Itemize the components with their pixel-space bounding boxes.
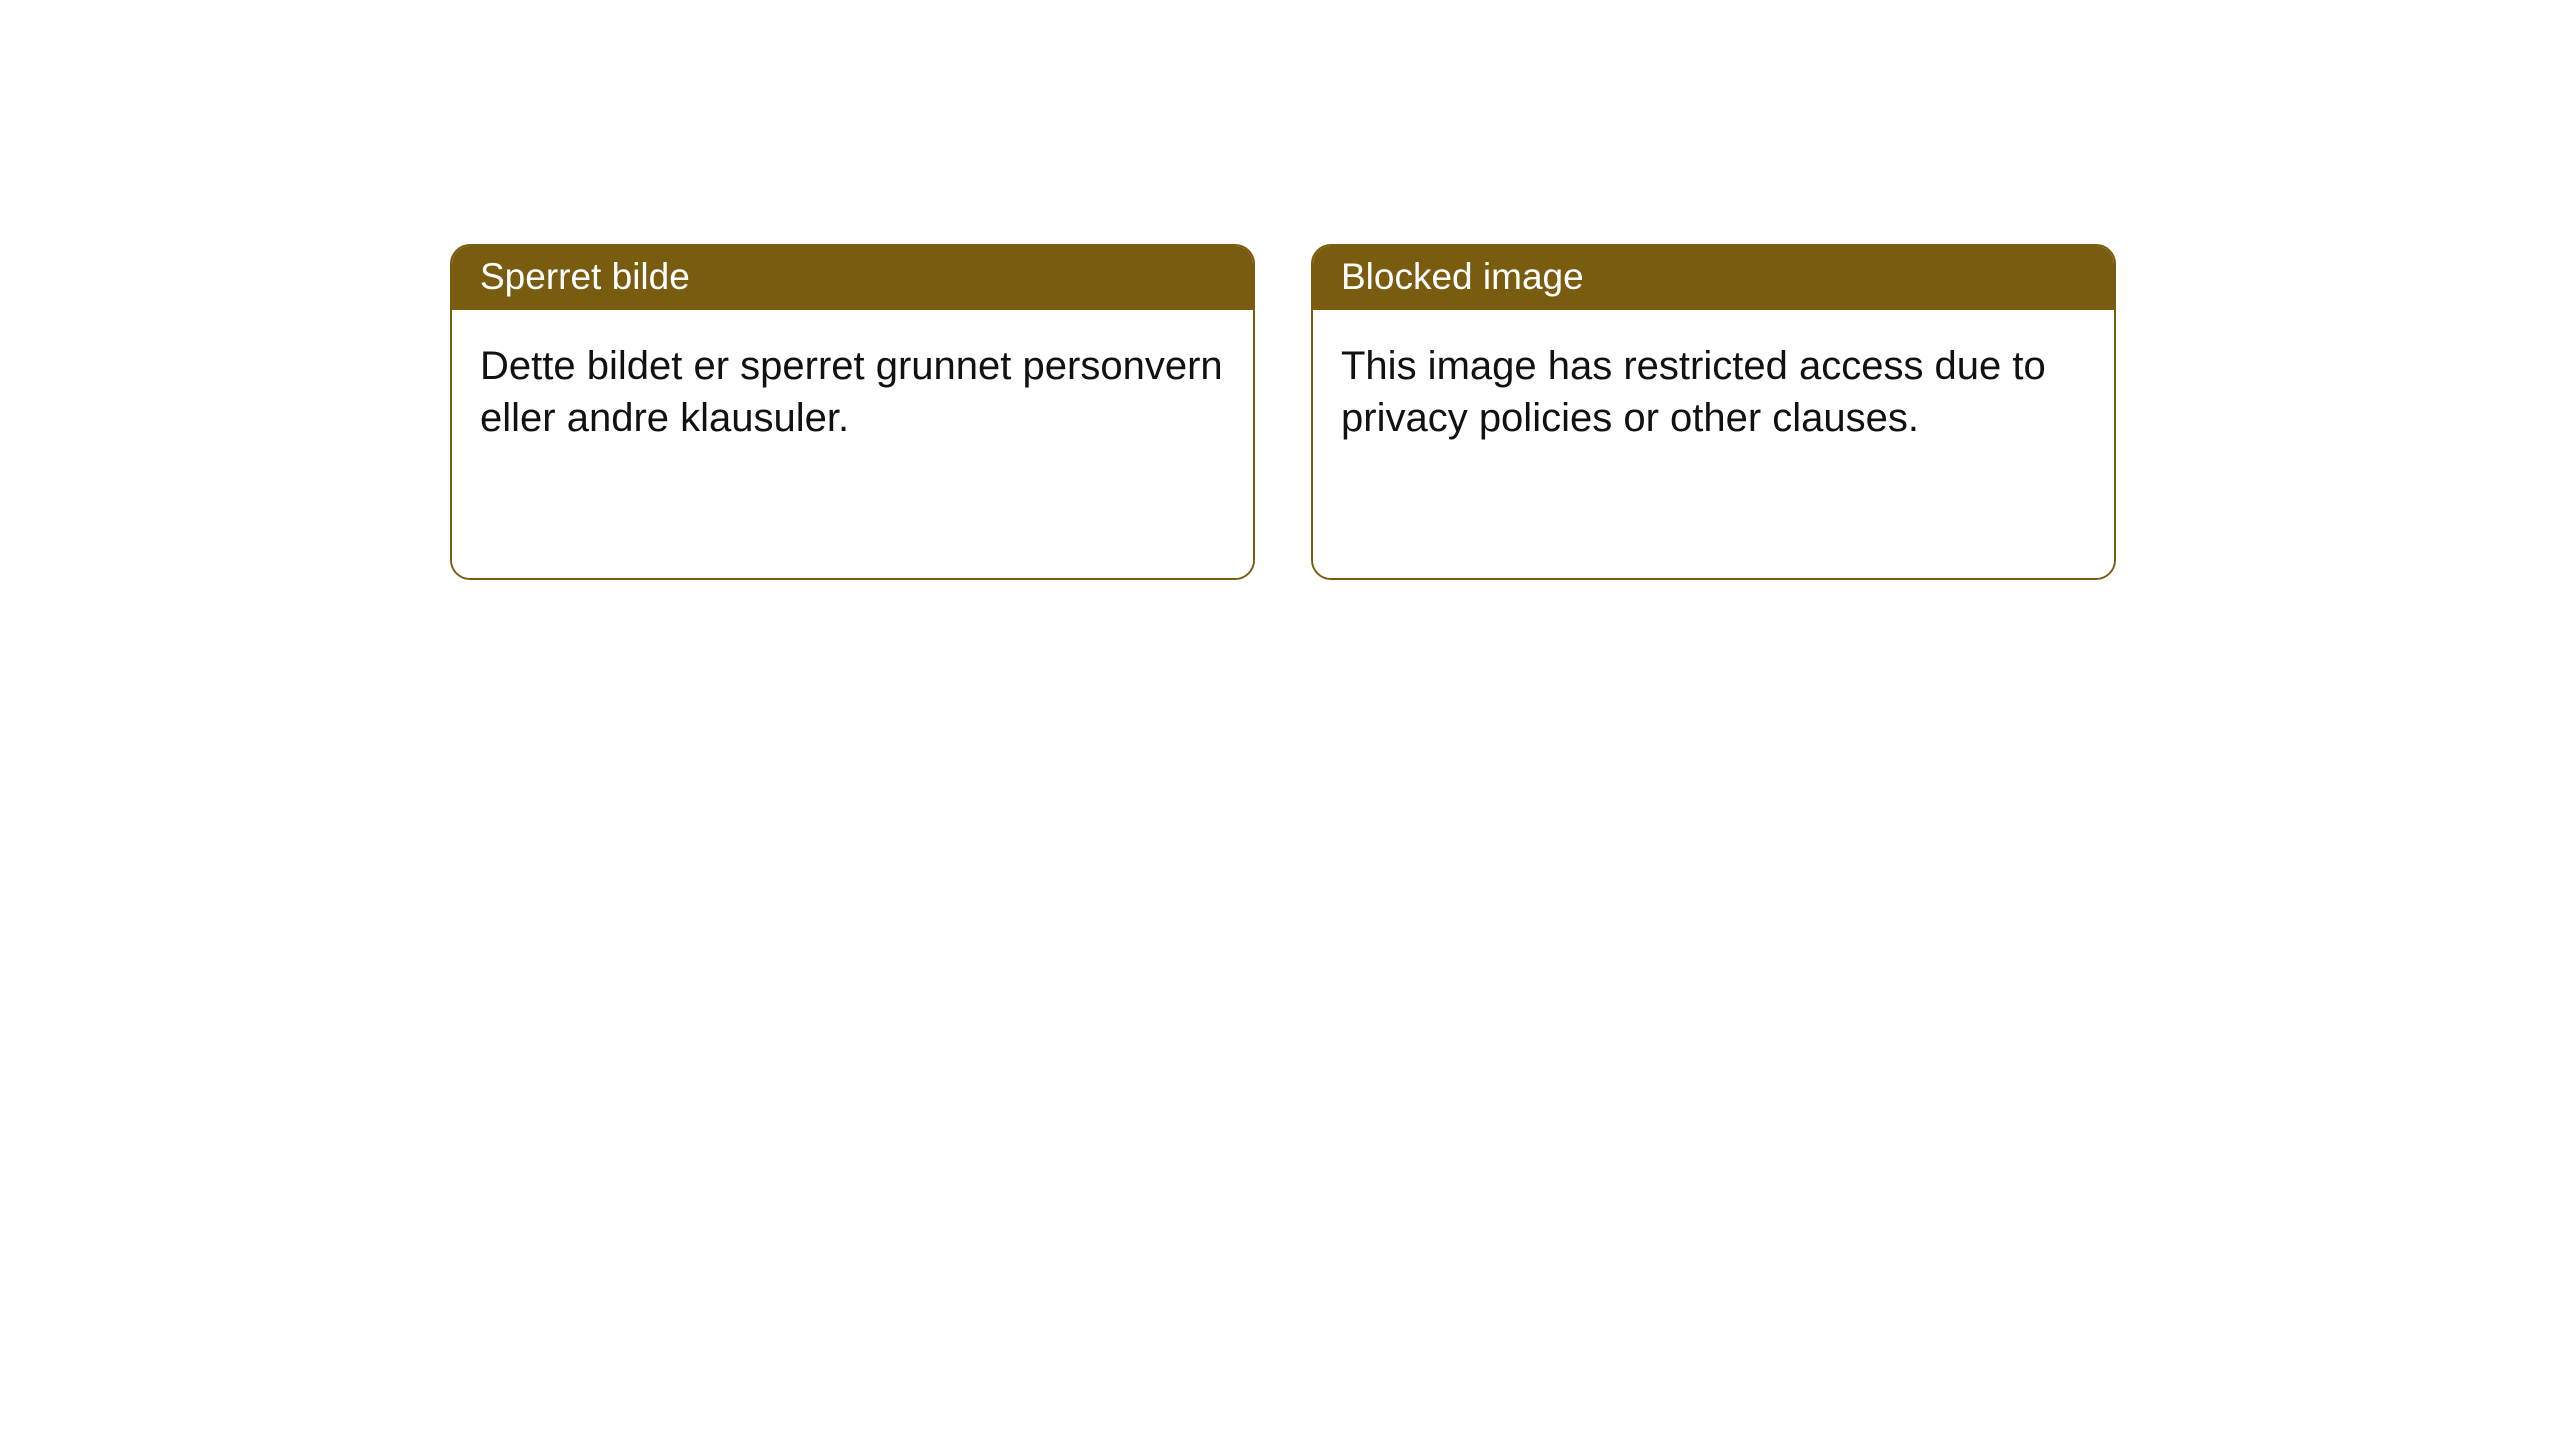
notice-card-body: This image has restricted access due to … [1313,310,2114,578]
notice-card-blocked: Blocked image This image has restricted … [1311,244,2116,580]
notice-card-title: Blocked image [1313,246,2114,310]
notice-card-title: Sperret bilde [452,246,1253,310]
notice-card-sperret: Sperret bilde Dette bildet er sperret gr… [450,244,1255,580]
notice-container: Sperret bilde Dette bildet er sperret gr… [0,0,2560,580]
notice-card-body: Dette bildet er sperret grunnet personve… [452,310,1253,578]
